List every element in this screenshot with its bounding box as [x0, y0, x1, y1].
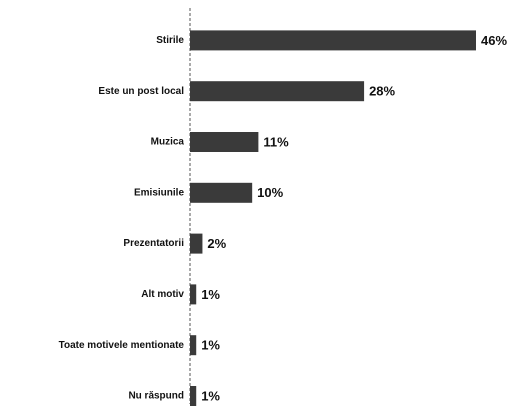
bar — [190, 284, 197, 305]
value-label: 1% — [201, 388, 220, 403]
category-label: Stirile — [156, 35, 184, 46]
value-label: 10% — [257, 185, 283, 200]
category-label: Toate motivele mentionate — [59, 340, 185, 351]
value-label: 1% — [201, 338, 220, 353]
bar — [190, 182, 253, 203]
value-label: 2% — [207, 236, 226, 251]
bar — [190, 81, 365, 102]
category-label: Prezentatorii — [123, 238, 184, 249]
bar — [190, 386, 197, 406]
value-label: 46% — [481, 33, 507, 48]
category-label: Alt motiv — [141, 289, 184, 300]
value-label: 11% — [263, 134, 289, 149]
category-label: Muzica — [151, 137, 185, 148]
category-label: Este un post local — [98, 86, 184, 97]
category-label: Nu răspund — [128, 391, 184, 402]
value-label: 1% — [201, 287, 220, 302]
bar — [190, 335, 197, 356]
value-label: 28% — [369, 84, 395, 99]
bar — [190, 233, 203, 254]
bar — [190, 30, 476, 51]
bar — [190, 132, 259, 152]
category-label: Emisiunile — [134, 187, 184, 198]
